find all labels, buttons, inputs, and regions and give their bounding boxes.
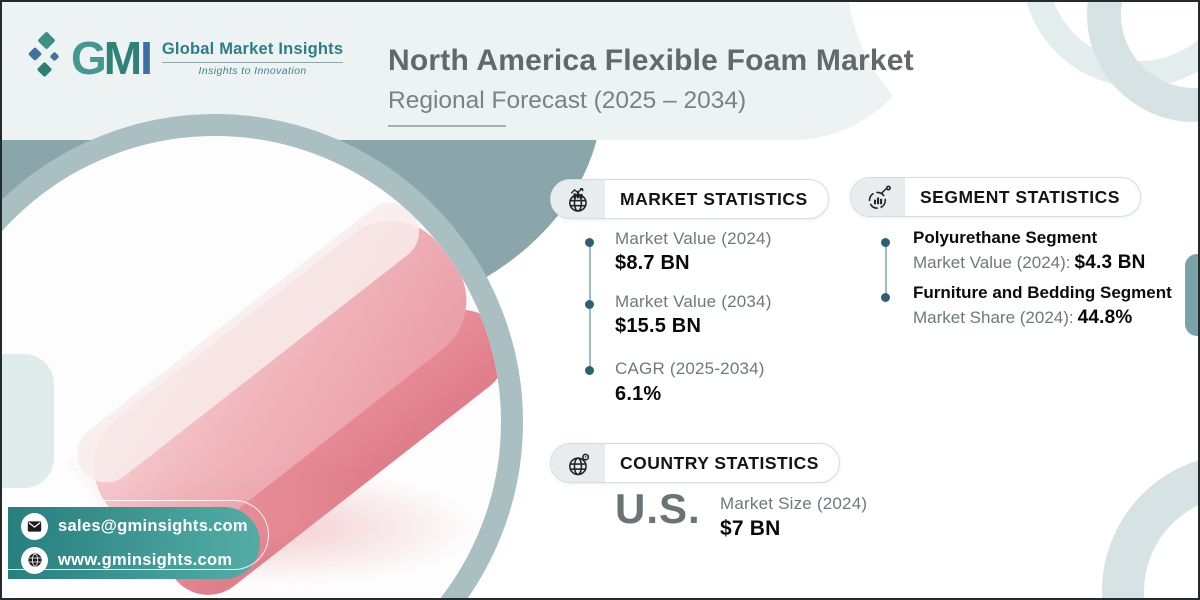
page-subtitle: Regional Forecast (2025 – 2034) <box>388 87 747 114</box>
furniture-bedding-segment-value-line: Market Share (2024): 44.8% <box>913 307 1133 328</box>
cagr-value: 6.1% <box>615 383 662 405</box>
contact-email-link[interactable]: sales@gminsights.com <box>21 512 260 540</box>
bottom-right-ring-decoration <box>1102 454 1198 598</box>
left-edge-soft-decoration <box>2 354 54 488</box>
contact-website-link[interactable]: www.gminsights.com <box>21 546 260 574</box>
header-light-band <box>2 2 930 140</box>
page-title: North America Flexible Foam Market <box>388 44 914 77</box>
furniture-bedding-segment-title: Furniture and Bedding Segment <box>913 283 1172 302</box>
globe-bar-chart-icon <box>551 180 605 218</box>
polyurethane-segment-value-line: Market Value (2024): $4.3 BN <box>913 252 1146 273</box>
country-statistics-header: COUNTRY STATISTICS <box>550 443 840 483</box>
globe-icon <box>21 546 48 574</box>
market-value-2024-label: Market Value (2024) <box>615 229 772 248</box>
subtitle-underline <box>388 125 506 127</box>
gmi-logo: GMI Global Market Insights Insights to I… <box>27 31 344 84</box>
market-value-2034-value: $15.5 BN <box>615 315 702 337</box>
us-market-size-label: Market Size (2024) <box>720 494 868 513</box>
timeline-dot <box>585 238 594 247</box>
country-name: U.S. <box>615 485 701 532</box>
segment-statistics-header: SEGMENT STATISTICS <box>850 177 1141 217</box>
title-block: North America Flexible Foam Market Regio… <box>388 44 1028 127</box>
market-statistics-header: MARKET STATISTICS <box>550 179 829 219</box>
contact-panel: sales@gminsights.com www.gminsights.com <box>8 500 269 579</box>
polyurethane-segment-title: Polyurethane Segment <box>913 228 1098 247</box>
timeline-dot <box>585 366 594 375</box>
brand-name: Global Market Insights <box>161 39 344 58</box>
cagr-label: CAGR (2025-2034) <box>615 359 765 378</box>
segment-timeline-line <box>885 245 887 299</box>
gmi-monogram: GMI <box>71 32 153 84</box>
globe-pin-icon <box>551 444 605 482</box>
gmi-diamonds-logo-icon <box>27 31 62 82</box>
right-edge-pill-decoration <box>1185 254 1198 336</box>
timeline-dot <box>881 238 890 247</box>
market-statistics-heading: MARKET STATISTICS <box>620 188 808 209</box>
brand-tagline: Insights to Innovation <box>198 64 307 77</box>
country-statistics-heading: COUNTRY STATISTICS <box>620 452 819 473</box>
contact-email-text: sales@gminsights.com <box>58 516 248 535</box>
segment-statistics-heading: SEGMENT STATISTICS <box>920 186 1120 207</box>
brand-divider <box>161 61 344 63</box>
timeline-dot <box>881 293 890 302</box>
donut-arrow-icon <box>851 178 905 216</box>
envelope-icon <box>21 512 48 540</box>
timeline-dot <box>585 300 594 309</box>
contact-website-text: www.gminsights.com <box>58 550 233 569</box>
us-market-size-value: $7 BN <box>720 517 781 540</box>
market-value-2034-label: Market Value (2034) <box>615 292 772 311</box>
market-value-2024-value: $8.7 BN <box>615 252 690 274</box>
